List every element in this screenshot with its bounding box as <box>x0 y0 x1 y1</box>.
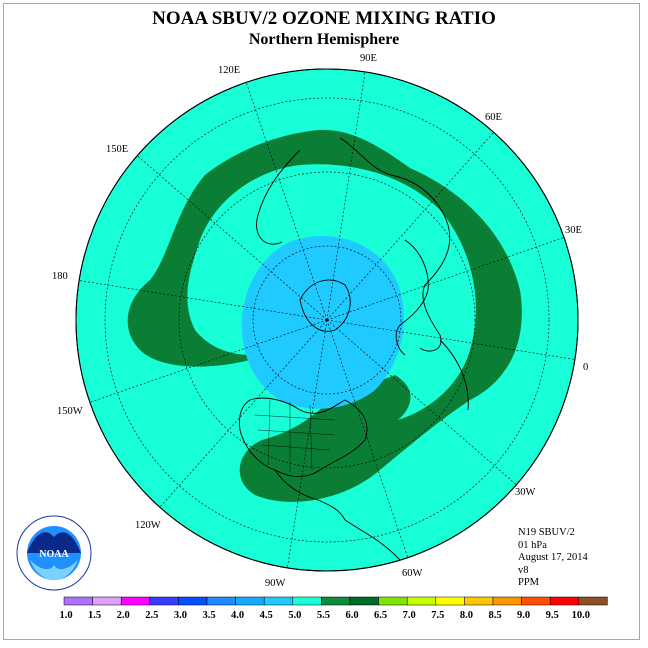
colorbar-tick-label: 8.0 <box>460 610 473 621</box>
high-ozone-band <box>127 129 522 502</box>
coast-north-america <box>239 397 368 478</box>
colorbar-tick-label: 7.0 <box>403 610 416 621</box>
lon-label-30e: 30E <box>565 225 582 236</box>
colorbar-tick-label: 9.5 <box>546 610 559 621</box>
colorbar-swatch <box>149 596 179 606</box>
coast-eurasia <box>256 137 451 352</box>
colorbar: 1.0 1.5 2.0 2.5 3.0 3.5 4.0 4.5 5.0 5.5 6.0 6.5 7.0 7… <box>59 596 608 621</box>
coast-greenland <box>299 279 351 332</box>
lon-label-30w: 30W <box>515 487 536 498</box>
info-units: PPM <box>518 577 540 588</box>
colorbar-tick-label: 8.5 <box>488 610 501 621</box>
lon-label-150w: 150W <box>57 406 83 417</box>
page-subtitle: Northern Hemisphere <box>248 31 400 48</box>
coast-africa <box>439 339 469 411</box>
colorbar-swatch <box>378 596 408 606</box>
info-version: v8 <box>518 564 529 576</box>
info-block: N19 SBUV/2 01 hPa August 17, 2014 v8 PPM <box>518 527 588 590</box>
info-date: August 17, 2014 <box>518 552 588 563</box>
page-frame <box>3 3 640 640</box>
lon-label-150e: 150E <box>106 144 128 155</box>
colorbar-swatch <box>406 596 437 606</box>
colorbar-swatch <box>92 596 122 606</box>
coast-europe <box>395 239 429 356</box>
lon-label-120w: 120W <box>135 520 161 531</box>
colorbar-tick-label: 9.0 <box>517 610 530 621</box>
colorbar-tick-label: 7.5 <box>431 610 444 621</box>
colorbar-tick-label: 2.0 <box>117 610 130 621</box>
colorbar-tick-label: 6.0 <box>345 610 358 621</box>
colorbar-swatch <box>435 596 465 606</box>
colorbar-swatch <box>206 596 236 606</box>
colorbar-swatch <box>321 596 351 606</box>
colorbar-swatch <box>120 596 151 606</box>
colorbar-tick-label: 5.5 <box>317 610 330 621</box>
low-ozone-region <box>241 236 404 409</box>
lon-label-90e: 90E <box>360 53 377 64</box>
colorbar-tick-label: 3.0 <box>174 610 187 621</box>
noaa-logo-text: NOAA <box>39 549 69 560</box>
colorbar-swatch <box>263 596 294 606</box>
colorbar-tick-label: 4.5 <box>260 610 273 621</box>
colorbar-tick-label: 4.0 <box>231 610 244 621</box>
colorbar-tick-label: 6.5 <box>374 610 387 621</box>
colorbar-swatch <box>292 596 322 606</box>
colorbar-tick-label: 2.5 <box>145 610 158 621</box>
colorbar-tick-label: 1.0 <box>59 610 72 621</box>
lon-label-60e: 60E <box>485 112 502 123</box>
colorbar-swatch <box>578 596 608 606</box>
lon-label-180: 180 <box>52 271 68 282</box>
colorbar-swatch <box>464 596 494 606</box>
colorbar-swatch <box>235 596 265 606</box>
colorbar-tick-label: 10.0 <box>572 610 590 621</box>
coast-central-america <box>274 469 346 521</box>
colorbar-swatch <box>521 596 551 606</box>
noaa-logo: NOAA <box>16 515 92 591</box>
page-title: NOAA SBUV/2 OZONE MIXING RATIO <box>152 8 496 29</box>
colorbar-tick-label: 1.5 <box>88 610 101 621</box>
colorbar-swatch <box>549 596 580 606</box>
lon-label-120e: 120E <box>218 65 240 76</box>
colorbar-swatch <box>492 596 522 606</box>
colorbar-swatch <box>349 596 379 606</box>
lon-label-0: 0 <box>583 362 588 373</box>
lon-label-90w: 90W <box>265 578 286 589</box>
colorbar-tick-label: 3.5 <box>202 610 215 621</box>
colorbar-swatch <box>178 596 208 606</box>
colorbar-tick-label: 5.0 <box>288 610 301 621</box>
info-level: 01 hPa <box>518 539 547 551</box>
lon-label-60w: 60W <box>402 568 423 579</box>
info-satellite: N19 SBUV/2 <box>518 527 575 538</box>
colorbar-swatch <box>63 596 93 606</box>
